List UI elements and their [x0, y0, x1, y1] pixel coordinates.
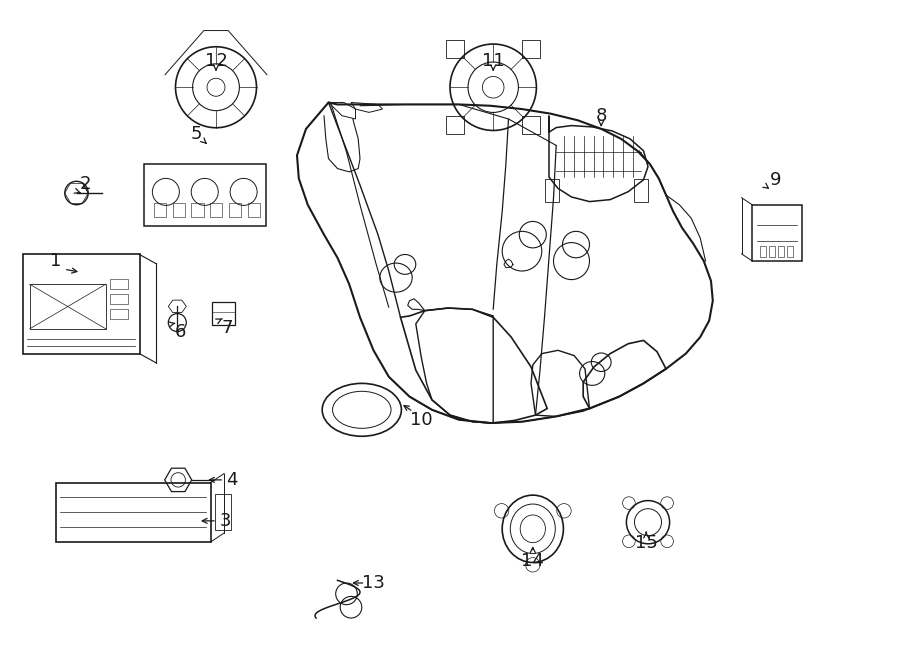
Text: 14: 14: [521, 551, 544, 570]
Text: 11: 11: [482, 52, 505, 70]
Bar: [522, 40, 540, 58]
Bar: [446, 116, 464, 134]
Bar: [144, 164, 266, 226]
Bar: [769, 247, 775, 256]
Bar: [173, 203, 184, 217]
Bar: [56, 483, 211, 542]
Text: 4: 4: [227, 471, 238, 489]
Bar: [522, 116, 540, 134]
Text: 5: 5: [191, 124, 202, 143]
Bar: [787, 247, 793, 256]
Bar: [634, 179, 648, 202]
Bar: [110, 294, 128, 304]
Bar: [446, 40, 464, 58]
Bar: [778, 247, 784, 256]
Bar: [110, 279, 128, 290]
Bar: [30, 284, 106, 329]
Bar: [212, 302, 235, 325]
Bar: [192, 203, 203, 217]
Text: 2: 2: [80, 175, 91, 193]
Text: 10: 10: [410, 410, 433, 429]
Bar: [110, 309, 128, 319]
Text: 15: 15: [634, 534, 658, 553]
Bar: [752, 205, 802, 261]
Text: 3: 3: [220, 512, 230, 530]
Bar: [760, 247, 766, 256]
Bar: [248, 203, 260, 217]
Bar: [154, 203, 166, 217]
Bar: [229, 203, 241, 217]
Bar: [215, 494, 231, 530]
Bar: [544, 179, 559, 202]
Text: 1: 1: [50, 252, 61, 270]
Text: 12: 12: [204, 52, 228, 70]
Text: 8: 8: [596, 107, 607, 126]
Bar: [211, 203, 222, 217]
Text: 13: 13: [362, 574, 385, 592]
Text: 6: 6: [175, 323, 185, 341]
Text: 7: 7: [222, 319, 233, 337]
Bar: [22, 254, 140, 354]
Text: 9: 9: [770, 171, 781, 189]
